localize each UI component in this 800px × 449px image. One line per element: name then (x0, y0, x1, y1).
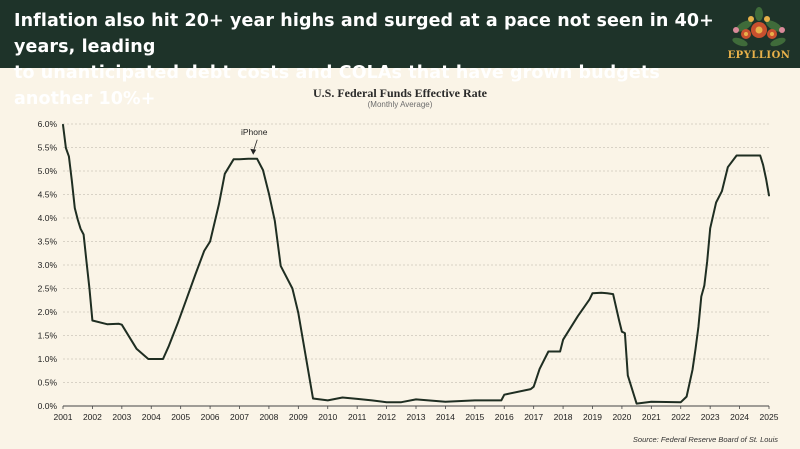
chart-subtitle: (Monthly Average) (367, 100, 433, 109)
y-axis-ticks: 0.0% 0.5% 1.0% 1.5% 2.0% 2.5% 3.0% 3.5% 4.0% 4.5%… (38, 119, 58, 411)
x-tick-label: 2005 (171, 412, 190, 422)
x-tick-label: 2003 (112, 412, 131, 422)
y-tick-label: 0.5% (38, 378, 58, 388)
x-tick-label: 2006 (201, 412, 220, 422)
x-tick-label: 2021 (642, 412, 661, 422)
x-tick-label: 2001 (54, 412, 73, 422)
x-tick-label: 2011 (348, 412, 367, 422)
x-tick-label: 2023 (701, 412, 720, 422)
x-tick-label: 2010 (318, 412, 337, 422)
headline-line-2: to unanticipated debt costs and COLAs th… (14, 63, 660, 109)
x-tick-label: 2004 (142, 412, 161, 422)
x-tick-label: 2009 (289, 412, 308, 422)
x-axis-ticks: 2001 2002 2003 2004 2005 2006 2007 2008 2009 2010… (54, 406, 779, 422)
x-tick-label: 2002 (83, 412, 102, 422)
grid-lines (63, 123, 769, 407)
y-tick-label: 5.5% (38, 143, 58, 153)
floral-logo-icon (732, 7, 786, 47)
y-tick-label: 1.5% (38, 331, 58, 341)
annotation-arrowhead (250, 148, 257, 155)
brand-name: EPYLLION (727, 50, 791, 61)
annotations: iPhone (241, 127, 268, 155)
y-tick-label: 0.0% (38, 401, 58, 411)
y-tick-label: 4.0% (38, 213, 58, 223)
x-tick-label: 2012 (377, 412, 396, 422)
header-bar (0, 0, 800, 68)
x-tick-label: 2018 (554, 412, 573, 422)
x-tick-label: 2024 (730, 412, 749, 422)
x-tick-label: 2020 (612, 412, 631, 422)
x-tick-label: 2015 (465, 412, 484, 422)
headline: Inflation also hit 20+ year highs and su… (14, 8, 714, 112)
y-tick-label: 6.0% (38, 119, 58, 129)
chart-title: U.S. Federal Funds Effective Rate (313, 86, 487, 100)
source-note: Source: Federal Reserve Board of St. Lou… (632, 435, 778, 444)
y-tick-label: 3.0% (38, 260, 58, 270)
x-tick-label: 2014 (436, 412, 455, 422)
y-tick-label: 5.0% (38, 166, 58, 176)
y-tick-label: 2.0% (38, 307, 58, 317)
y-tick-label: 2.5% (38, 284, 58, 294)
x-tick-label: 2007 (230, 412, 249, 422)
x-tick-label: 2017 (524, 412, 543, 422)
x-tick-label: 2019 (583, 412, 602, 422)
series-line (62, 123, 770, 405)
x-tick-label: 2016 (495, 412, 514, 422)
y-tick-label: 4.5% (38, 190, 58, 200)
x-tick-label: 2008 (259, 412, 278, 422)
y-tick-label: 1.0% (38, 354, 58, 364)
x-tick-label: 2022 (671, 412, 690, 422)
annotation-label: iPhone (241, 127, 268, 137)
x-tick-label: 2013 (407, 412, 426, 422)
y-tick-label: 3.5% (38, 237, 58, 247)
headline-line-1: Inflation also hit 20+ year highs and su… (14, 11, 714, 57)
x-tick-label: 2025 (760, 412, 779, 422)
